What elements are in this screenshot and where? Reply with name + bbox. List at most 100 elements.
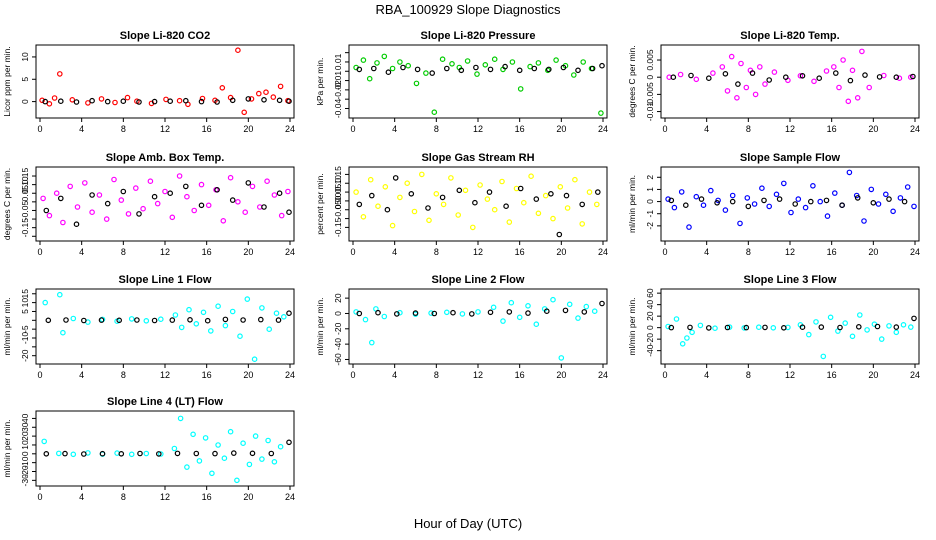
data-point <box>469 224 476 231</box>
data-point <box>184 193 190 200</box>
data-point <box>474 71 480 77</box>
data-point <box>491 56 498 63</box>
data-point <box>682 202 689 209</box>
data-point <box>766 203 773 210</box>
data-point <box>807 198 814 205</box>
data-point <box>133 185 139 191</box>
y-tick-label: -0.15 <box>20 218 30 238</box>
data-point <box>439 194 446 201</box>
data-point <box>167 190 174 197</box>
plot-frame <box>348 166 608 242</box>
plot-frame <box>35 44 295 119</box>
data-point <box>151 317 158 324</box>
data-point <box>866 84 873 91</box>
x-tick-label: 20 <box>868 124 878 134</box>
data-point <box>722 71 729 77</box>
data-point <box>45 317 52 324</box>
data-point <box>743 324 750 331</box>
data-point <box>397 194 403 201</box>
data-point <box>428 310 434 316</box>
data-point <box>42 299 49 306</box>
series-1 <box>666 48 914 105</box>
x-tick-label: 16 <box>202 492 212 502</box>
y-tick-label: 0 <box>20 99 30 104</box>
data-point <box>431 310 438 317</box>
data-point <box>147 178 154 185</box>
data-point <box>268 450 275 457</box>
data-point <box>70 315 77 322</box>
x-tick-label: 16 <box>202 247 212 257</box>
data-point <box>473 64 479 71</box>
data-point <box>830 64 837 70</box>
data-point <box>353 189 359 195</box>
data-point <box>257 316 264 323</box>
data-point <box>911 203 917 210</box>
data-point <box>99 450 106 457</box>
data-point <box>413 80 420 87</box>
data-point <box>70 451 77 458</box>
y-tick-label: 0 <box>645 199 655 204</box>
data-point <box>583 303 590 310</box>
x-tick-label: 24 <box>910 124 920 134</box>
data-point <box>214 187 220 193</box>
data-point <box>810 183 816 189</box>
y-tick-label: 40 <box>20 413 30 423</box>
data-point <box>811 78 817 85</box>
series-1 <box>353 296 598 361</box>
data-point <box>259 305 265 311</box>
x-tick-label: 16 <box>202 124 212 134</box>
y-tick-label: -5 <box>20 325 30 333</box>
data-point <box>69 97 76 103</box>
data-point <box>414 66 421 73</box>
data-point <box>198 202 205 209</box>
data-point <box>823 197 830 204</box>
data-point <box>405 62 412 69</box>
data-point <box>490 304 497 311</box>
data-point <box>839 202 845 209</box>
data-point <box>735 81 741 87</box>
data-point <box>859 48 865 55</box>
data-point <box>589 65 596 72</box>
data-point <box>575 315 581 321</box>
data-point <box>722 207 729 213</box>
data-point <box>174 450 181 457</box>
data-point <box>156 451 162 457</box>
data-point <box>39 97 45 104</box>
data-point <box>581 309 588 315</box>
x-tick-label: 24 <box>910 370 920 380</box>
data-point <box>81 317 87 324</box>
data-point <box>118 450 125 457</box>
data-point <box>261 97 267 103</box>
series-2 <box>670 70 916 87</box>
data-point <box>271 192 278 198</box>
data-point <box>728 53 735 60</box>
data-point <box>124 94 131 101</box>
x-tick-label: 24 <box>598 124 608 134</box>
y-tick-label: -30 <box>20 474 30 487</box>
data-point <box>755 324 762 331</box>
data-point <box>429 70 436 76</box>
y-tick-label: 0 <box>645 325 655 330</box>
data-point <box>535 60 542 66</box>
data-point <box>598 110 604 116</box>
y-axis-label: Licor ppm per min. <box>2 46 12 116</box>
x-tick-label: 16 <box>515 247 525 257</box>
data-point <box>849 333 856 340</box>
data-point <box>74 204 81 210</box>
data-point <box>802 204 809 211</box>
x-tick-label: 24 <box>285 247 295 257</box>
data-point <box>249 450 256 457</box>
data-point <box>356 201 363 208</box>
x-tick-label: 12 <box>160 370 170 380</box>
data-point <box>686 224 692 230</box>
data-point <box>412 310 419 316</box>
x-tick-label: 4 <box>79 124 84 134</box>
y-axis-label: kPa per min. <box>315 58 325 106</box>
x-tick-label: 0 <box>350 247 355 257</box>
data-point <box>191 207 198 214</box>
panel-9: Slope Line 3 Flow ml/min per min. 0 4 8 12 16 2… <box>627 274 920 380</box>
data-point <box>741 325 748 331</box>
x-tick-label: 0 <box>350 124 355 134</box>
y-tick-label: -0.01 <box>333 71 343 91</box>
data-point <box>439 56 446 63</box>
